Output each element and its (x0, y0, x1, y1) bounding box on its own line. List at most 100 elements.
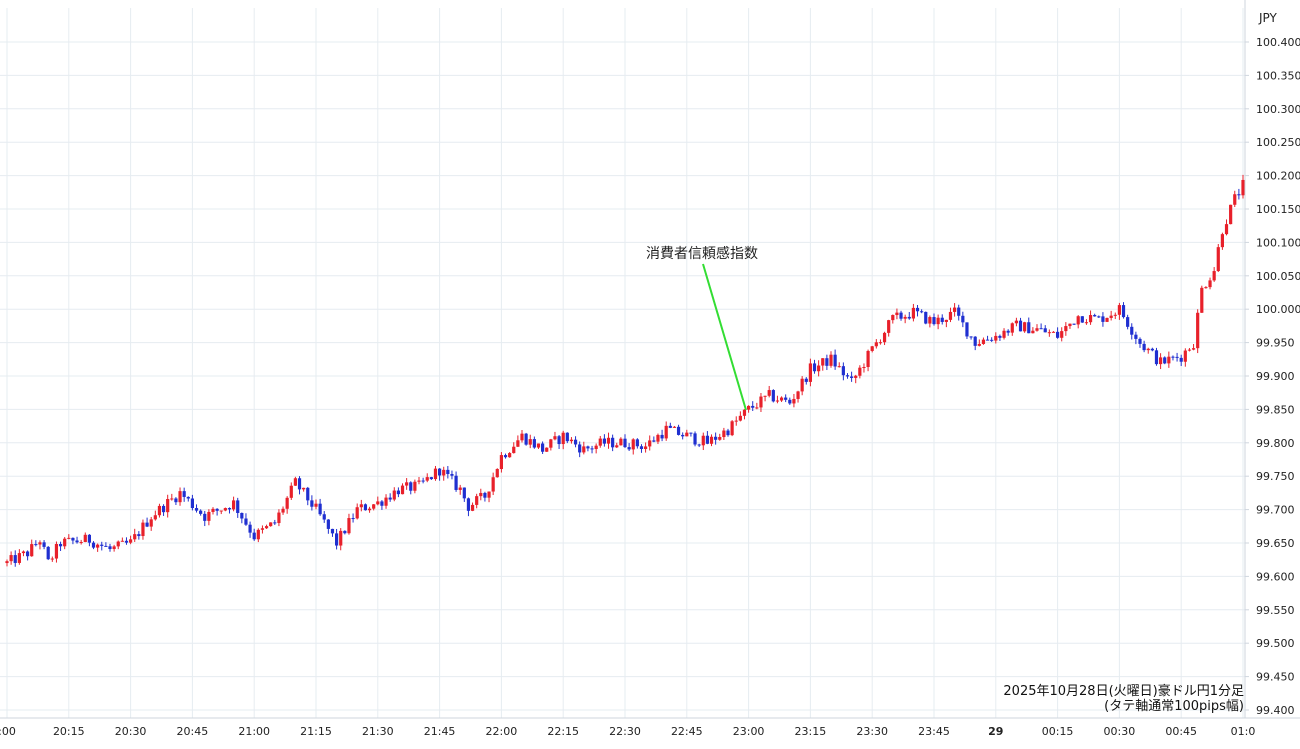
candle-body (611, 437, 615, 448)
candle (194, 504, 199, 513)
candle (91, 541, 96, 550)
candle (714, 432, 718, 445)
candle (779, 396, 784, 403)
x-axis-labels: :00 20:15 20:30 20:45 21:00 21:15 21:30 21:45 22… (0, 725, 1255, 738)
candle (1101, 312, 1105, 327)
candle-body (367, 508, 372, 511)
candle (376, 496, 380, 506)
candle (446, 466, 450, 479)
candle-body (1109, 315, 1113, 318)
candle (79, 539, 83, 545)
candle-body (718, 437, 722, 440)
candle-body (965, 322, 969, 337)
candle-body (314, 503, 318, 507)
candle-body (1159, 357, 1163, 365)
candle-body (1006, 330, 1010, 333)
candle (306, 486, 310, 506)
candle-body (1163, 357, 1167, 364)
candle-body (347, 518, 351, 534)
candle-body (1142, 343, 1146, 351)
candle (129, 535, 133, 545)
candle (120, 537, 124, 542)
candle-body (462, 487, 466, 499)
candle (854, 374, 858, 384)
candle (1031, 327, 1035, 334)
candle-body (104, 545, 108, 547)
candle (784, 394, 788, 403)
candle-body (50, 558, 54, 560)
candle (1088, 310, 1093, 325)
candle-body (1068, 323, 1072, 327)
candle (339, 528, 343, 551)
candle (808, 358, 812, 387)
candle (1191, 343, 1196, 351)
candle-body (771, 390, 775, 402)
candle (775, 395, 780, 404)
candle-body (722, 430, 726, 438)
candle-body (590, 448, 594, 450)
candle (211, 507, 215, 515)
candle-body (442, 469, 446, 476)
candle (845, 373, 850, 379)
candle (289, 482, 293, 500)
candle (186, 496, 190, 502)
candle-body (541, 443, 545, 452)
y-tick-label: 100.300 (1256, 103, 1300, 116)
candle-body (100, 544, 104, 546)
y-tick-label: 99.400 (1256, 704, 1295, 717)
candle-body (161, 505, 166, 513)
candle-body (1035, 328, 1039, 331)
candle-body (747, 405, 751, 410)
candle (458, 484, 462, 495)
candle (1130, 323, 1134, 340)
candle-body (178, 491, 182, 503)
candle-body (516, 440, 520, 447)
candle-body (1191, 348, 1196, 350)
candle-body (1056, 331, 1060, 338)
candle-body (1233, 194, 1237, 205)
candle (166, 494, 170, 518)
candle (277, 509, 281, 527)
candle (425, 473, 429, 483)
candle (466, 497, 471, 517)
candle (573, 436, 578, 448)
candle-body (260, 528, 265, 530)
candle (63, 537, 67, 550)
candle-body (948, 311, 953, 320)
candle (615, 442, 619, 449)
candle-body (644, 446, 648, 450)
candle-body (326, 519, 330, 529)
candle-body (1171, 356, 1175, 358)
candle (866, 349, 870, 372)
candle-body (1047, 332, 1051, 334)
candle-body (264, 526, 269, 529)
candle (858, 365, 862, 379)
candle (1154, 347, 1159, 366)
candle (38, 540, 42, 550)
candle-body (755, 407, 759, 409)
candle-body (21, 551, 26, 554)
candle (363, 503, 368, 511)
candle (1051, 331, 1056, 333)
candle-body (536, 443, 541, 448)
candle (882, 331, 887, 346)
candle-body (203, 513, 207, 521)
candle-body (726, 430, 730, 436)
candle-body (944, 319, 948, 322)
candle (343, 530, 347, 535)
candle (1080, 316, 1084, 323)
candle (479, 488, 483, 501)
candle-body (207, 511, 211, 521)
candle (948, 307, 953, 323)
candle (149, 516, 153, 531)
candle (1064, 322, 1068, 336)
candle (433, 465, 438, 481)
candle-body (606, 437, 611, 444)
candle (870, 345, 874, 353)
candle-body (623, 438, 627, 448)
candle-body (1051, 331, 1056, 333)
candle (652, 436, 656, 443)
candle (326, 519, 330, 534)
candle-body (376, 501, 380, 505)
candle (347, 513, 351, 535)
